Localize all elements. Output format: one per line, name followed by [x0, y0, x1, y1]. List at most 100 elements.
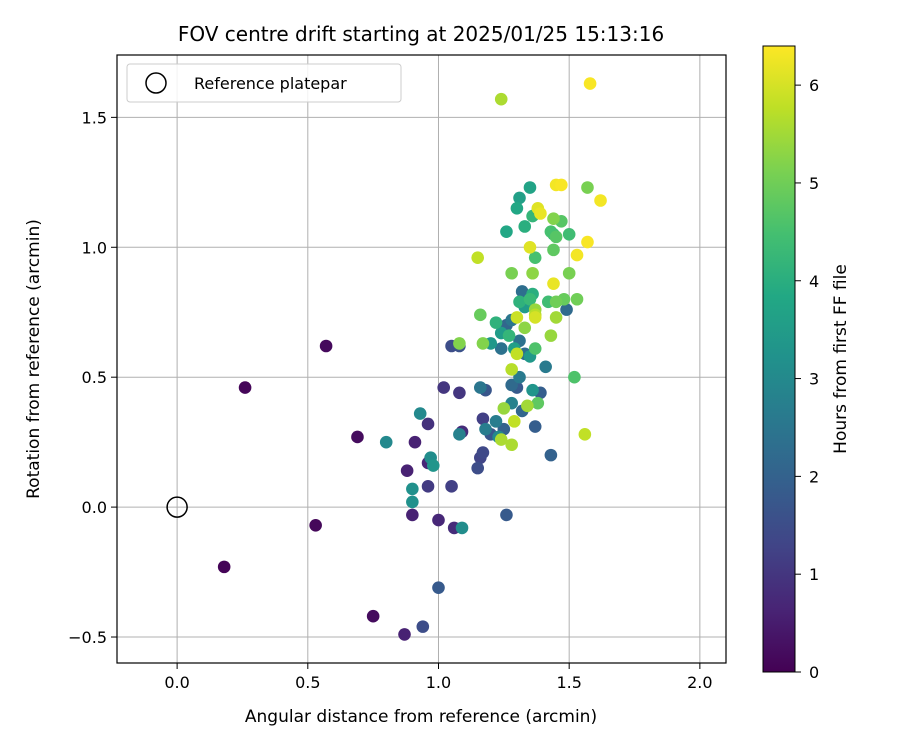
data-point — [583, 77, 597, 90]
data-point — [518, 220, 532, 233]
plot-frame — [116, 54, 727, 664]
colorbar — [762, 45, 796, 673]
data-point — [510, 311, 524, 324]
data-point — [400, 464, 414, 478]
data-point — [455, 521, 469, 535]
data-point — [379, 435, 393, 449]
data-point — [539, 360, 552, 374]
chart-title: FOV centre drift starting at 2025/01/25 … — [178, 22, 664, 46]
data-point — [515, 285, 529, 298]
data-point — [445, 480, 458, 493]
data-point — [581, 235, 594, 249]
colorbar-tick-label: 5 — [809, 174, 819, 193]
data-point — [544, 448, 558, 462]
legend-marker — [145, 72, 167, 94]
legend: Reference platepar — [126, 63, 402, 103]
data-point — [398, 628, 411, 641]
data-point — [562, 227, 576, 241]
data-point — [544, 329, 558, 342]
data-point — [494, 92, 508, 106]
data-point — [523, 181, 537, 194]
data-point — [526, 266, 539, 280]
data-point — [453, 386, 466, 400]
data-point — [416, 620, 430, 633]
colorbar-tick-label: 2 — [809, 467, 819, 486]
data-point — [421, 480, 435, 493]
data-point — [366, 609, 380, 623]
data-point — [513, 370, 526, 384]
data-point — [505, 378, 518, 392]
data-point — [562, 266, 576, 280]
data-points — [217, 77, 607, 641]
data-point — [476, 337, 490, 350]
data-point — [426, 459, 440, 472]
data-point — [421, 417, 435, 431]
colorbar-tick-label: 6 — [809, 76, 819, 95]
y-axis-label: Rotation from reference (arcmin) — [24, 219, 44, 499]
data-point — [570, 292, 584, 306]
data-point — [555, 178, 568, 192]
x-axis-ticks: 0.0 0.5 1.0 1.5 2.0 — [164, 663, 713, 692]
data-point — [502, 329, 516, 342]
reference-platepar-marker — [166, 496, 188, 518]
data-point — [560, 303, 573, 316]
data-point — [476, 446, 490, 459]
data-point — [523, 240, 537, 254]
colorbar-label: Hours from first FF file — [831, 264, 851, 454]
data-point — [489, 316, 503, 329]
data-point — [217, 560, 231, 574]
data-point — [479, 422, 492, 436]
data-point — [497, 402, 511, 415]
y-tick-label: 0.0 — [82, 498, 107, 517]
data-point — [437, 381, 451, 394]
data-point — [528, 311, 542, 324]
data-point — [518, 321, 532, 335]
data-point — [528, 342, 542, 355]
x-axis-label: Angular distance from reference (arcmin) — [245, 707, 597, 727]
data-point — [453, 337, 466, 350]
data-point — [549, 311, 563, 324]
legend-box — [126, 63, 402, 103]
data-point — [549, 295, 563, 309]
data-point — [453, 428, 466, 441]
data-point — [406, 508, 419, 522]
y-axis-ticks: −0.5 0.0 0.5 1.0 1.5 — [68, 108, 117, 647]
data-point — [528, 251, 542, 264]
data-point — [547, 243, 560, 257]
data-point — [432, 581, 445, 594]
data-point — [534, 207, 547, 220]
data-point — [547, 277, 560, 290]
x-tick-label: 0.5 — [295, 673, 320, 692]
data-point — [581, 181, 594, 194]
data-point — [489, 415, 503, 428]
data-point — [570, 248, 584, 262]
data-point — [471, 251, 484, 264]
colorbar-tick-label: 4 — [809, 272, 819, 291]
data-point — [494, 433, 508, 446]
data-point — [513, 295, 526, 309]
data-point — [413, 407, 427, 420]
data-point — [568, 370, 581, 384]
data-point — [474, 381, 487, 394]
data-point — [510, 347, 524, 361]
data-point — [494, 342, 508, 355]
data-point — [505, 363, 518, 376]
data-point — [549, 230, 563, 244]
data-point — [432, 513, 445, 527]
data-point — [510, 201, 524, 215]
data-point — [526, 383, 539, 397]
data-point — [474, 308, 487, 322]
data-point — [531, 396, 545, 410]
data-point — [500, 225, 513, 238]
y-tick-label: −0.5 — [68, 628, 107, 647]
data-point — [476, 412, 490, 426]
y-tick-label: 0.5 — [82, 368, 107, 387]
data-point — [500, 508, 513, 522]
data-point — [594, 194, 607, 207]
data-point — [408, 435, 422, 449]
x-tick-label: 1.5 — [556, 673, 581, 692]
data-point — [471, 461, 484, 475]
colorbar-tick-label: 0 — [809, 663, 819, 682]
x-tick-label: 2.0 — [687, 673, 712, 692]
